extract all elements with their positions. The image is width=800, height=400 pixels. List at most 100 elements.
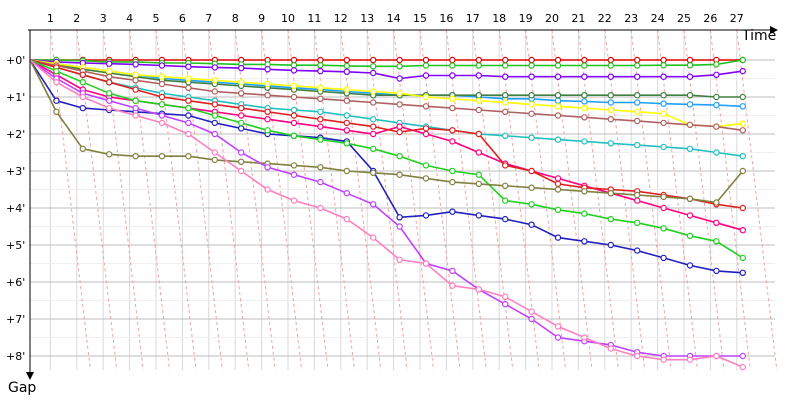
- series-point: [422, 72, 430, 79]
- series-point: [581, 210, 588, 217]
- series-point: [528, 315, 535, 323]
- series-point: [634, 352, 641, 360]
- series-point: [554, 62, 562, 69]
- series-point: [132, 104, 139, 112]
- y-axis-title: Gap: [8, 380, 36, 396]
- series-point: [370, 130, 377, 138]
- series-point: [185, 97, 192, 104]
- series-point: [502, 91, 509, 99]
- series-point: [502, 132, 509, 139]
- y-tick-label: +4': [6, 202, 25, 215]
- series-point: [739, 67, 747, 75]
- series-point: [396, 214, 403, 221]
- axes: [26, 26, 778, 380]
- series-point: [634, 99, 641, 106]
- series-point: [211, 149, 218, 156]
- series-point: [105, 90, 113, 97]
- series-group: [29, 56, 747, 371]
- x-tick-label: 17: [466, 12, 480, 25]
- series-point: [607, 215, 615, 223]
- series-point: [713, 149, 720, 156]
- series-point: [264, 186, 271, 193]
- series-point: [554, 175, 562, 182]
- series-point: [634, 73, 641, 80]
- x-tick-label: 12: [334, 12, 348, 25]
- series-point: [370, 115, 377, 123]
- series-point: [396, 101, 403, 108]
- series-point: [317, 123, 324, 130]
- series-point: [634, 141, 641, 149]
- series-point: [554, 56, 562, 64]
- series-point: [343, 167, 350, 175]
- series-point: [211, 119, 218, 127]
- series-point: [396, 123, 403, 130]
- series-point: [290, 67, 298, 74]
- series-point: [317, 164, 324, 171]
- series-point: [634, 247, 641, 254]
- series-point: [502, 197, 509, 204]
- series-point: [502, 73, 509, 80]
- series-point: [422, 212, 430, 219]
- series-point: [79, 145, 87, 152]
- series-point: [581, 91, 588, 99]
- x-axis-title: Time: [741, 28, 776, 44]
- series-point: [554, 73, 562, 80]
- series-point: [739, 167, 747, 175]
- series-point: [528, 56, 535, 64]
- x-tick-label: 1: [47, 12, 54, 25]
- series-point: [158, 73, 166, 80]
- series-point: [105, 151, 113, 158]
- series-point: [185, 119, 192, 127]
- series-line: [29, 59, 743, 209]
- series-point: [237, 167, 245, 175]
- series-point: [739, 127, 747, 134]
- series-point: [396, 90, 403, 97]
- series-point: [554, 206, 562, 213]
- series-point: [343, 119, 350, 127]
- series-point: [581, 62, 588, 69]
- series-point: [475, 72, 482, 79]
- series-point: [343, 127, 350, 134]
- series-point: [528, 101, 535, 108]
- series-point: [686, 356, 694, 363]
- series-point: [634, 56, 641, 64]
- series-point: [554, 186, 562, 193]
- x-tick-label: 26: [703, 12, 717, 25]
- series-point: [581, 138, 588, 145]
- series-point: [686, 212, 694, 219]
- x-tick-label: 11: [307, 12, 321, 25]
- series-point: [53, 78, 60, 86]
- series-point: [528, 201, 535, 208]
- series-point: [53, 108, 60, 116]
- series-point: [739, 103, 747, 110]
- series-point: [528, 221, 535, 228]
- series-point: [660, 91, 667, 99]
- series-point: [502, 108, 509, 116]
- series-point: [502, 62, 509, 69]
- series-point: [660, 193, 667, 201]
- series-point: [422, 125, 430, 132]
- series-point: [317, 61, 324, 69]
- series-point: [686, 121, 694, 129]
- series-point: [713, 71, 720, 79]
- series-point: [528, 184, 535, 191]
- series-point: [554, 136, 562, 143]
- series-point: [528, 167, 535, 175]
- series-point: [211, 88, 218, 95]
- x-tick-label: 22: [598, 12, 612, 25]
- series-point: [132, 152, 139, 160]
- series-point: [105, 104, 113, 112]
- series-point: [607, 140, 615, 147]
- series-point: [607, 345, 615, 352]
- series-line: [29, 59, 744, 204]
- series-line: [29, 59, 743, 80]
- series-point: [713, 101, 720, 109]
- x-tick-label: 3: [100, 12, 107, 25]
- series-line: [29, 59, 743, 98]
- series-point: [449, 62, 456, 69]
- series-point: [370, 145, 377, 152]
- y-tick-label: +6': [6, 276, 25, 289]
- series-point: [422, 103, 430, 110]
- series-point: [739, 120, 747, 127]
- series-point: [607, 73, 615, 80]
